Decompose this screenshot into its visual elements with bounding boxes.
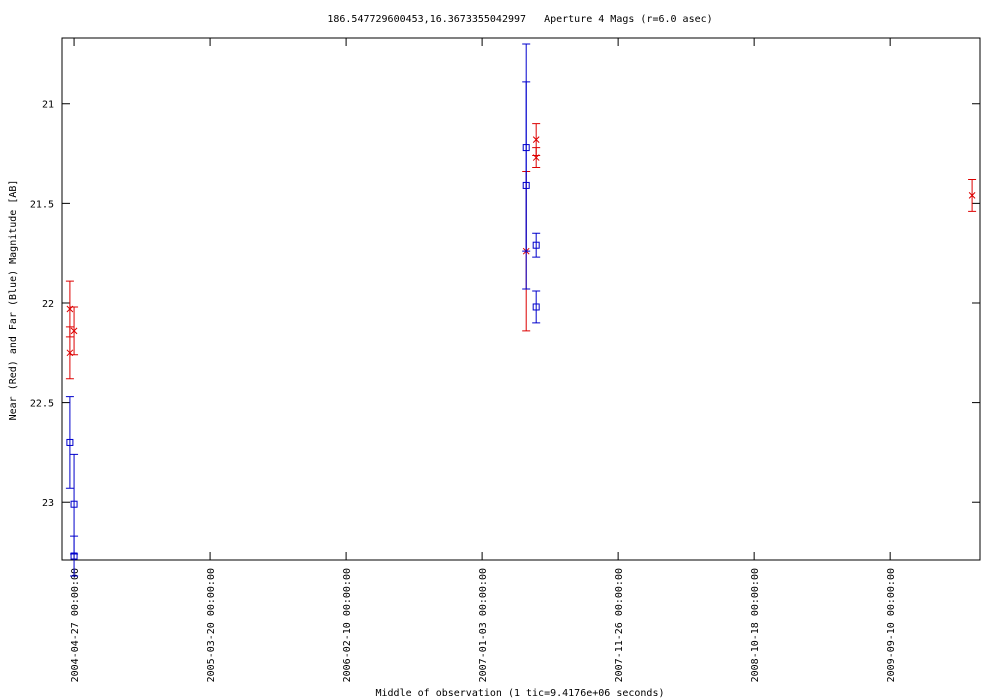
x-tick-label: 2008-10-18 00:00:00	[750, 568, 761, 682]
chart-title: 186.547729600453,16.3673355042997 Apertu…	[327, 14, 712, 25]
y-tick-label: 22	[42, 299, 54, 310]
x-tick-label: 2004-04-27 00:00:00	[70, 568, 81, 682]
y-tick-label: 23	[42, 498, 54, 509]
error-bar	[65, 396, 74, 489]
x-tick-label: 2009-09-10 00:00:00	[886, 568, 897, 682]
x-tick-label: 2007-01-03 00:00:00	[478, 568, 489, 682]
x-tick-label: 2007-11-26 00:00:00	[614, 568, 625, 682]
data-point	[66, 438, 74, 446]
data-point	[532, 154, 540, 161]
error-bar	[532, 232, 541, 258]
y-tick-label: 22.5	[30, 399, 54, 410]
x-tick-label: 2005-03-20 00:00:00	[206, 568, 217, 682]
y-axis-label: Near (Red) and Far (Blue) Magnitude [AB]	[8, 180, 19, 421]
x-axis-label: Middle of observation (1 tic=9.4176e+06 …	[376, 688, 665, 699]
x-tick-label: 2006-02-10 00:00:00	[342, 568, 353, 682]
error-bar	[532, 290, 541, 324]
y-tick-label: 21.5	[30, 199, 54, 210]
data-point	[532, 303, 540, 311]
data-point	[70, 552, 78, 560]
plot-frame	[61, 37, 981, 561]
error-bar	[70, 535, 79, 577]
data-point	[70, 327, 78, 335]
data-point	[532, 136, 540, 143]
data-point	[522, 181, 530, 189]
error-bar	[522, 81, 531, 290]
data-point	[70, 500, 78, 508]
y-tick-label: 21	[42, 100, 54, 111]
data-point	[532, 241, 540, 249]
data-point	[968, 192, 976, 199]
